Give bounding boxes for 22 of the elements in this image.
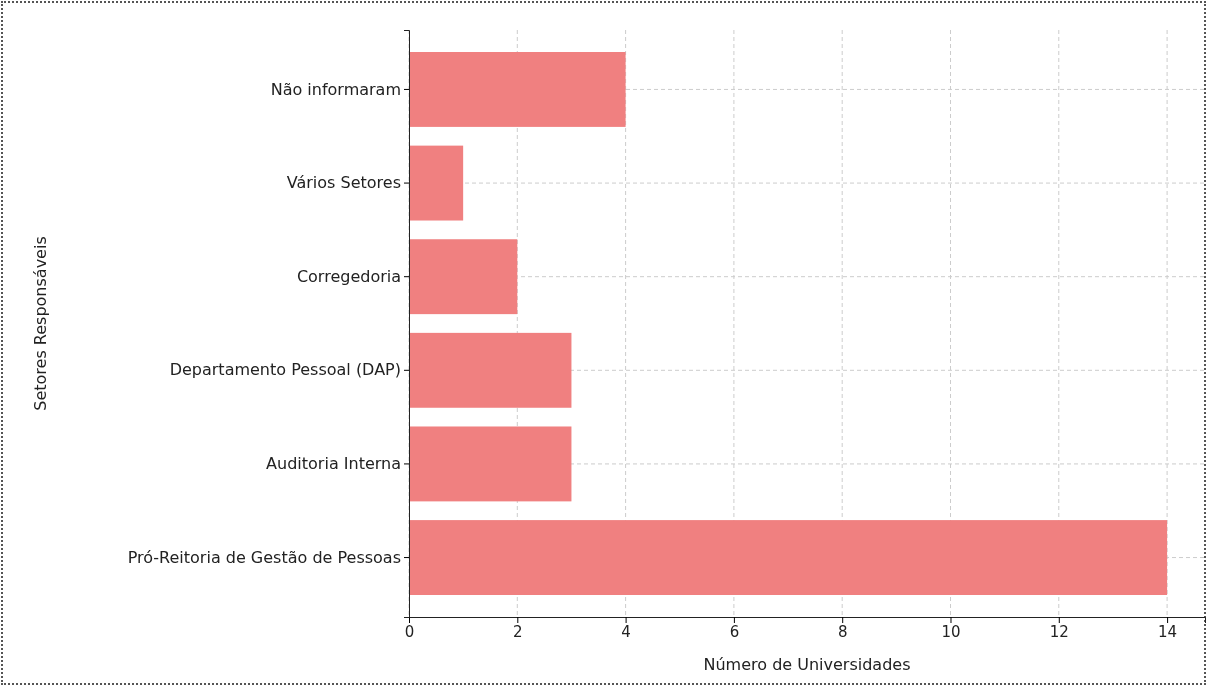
bar — [409, 145, 464, 221]
y-tick-label: Não informaram — [270, 79, 401, 99]
x-tick-label: 14 — [1158, 622, 1178, 641]
y-tick-label: Departamento Pessoal (DAP) — [169, 360, 401, 380]
bar — [409, 520, 1168, 595]
bar — [409, 239, 518, 315]
bar — [409, 332, 572, 408]
x-axis-title: Número de Universidades — [703, 655, 911, 674]
x-tick-label: 2 — [513, 622, 523, 641]
y-tick-label: Auditoria Interna — [266, 454, 401, 474]
x-tick-label: 8 — [837, 622, 848, 641]
x-tick-label: 12 — [1049, 622, 1069, 641]
x-tick-label: 0 — [404, 622, 415, 641]
y-tick-label: Vários Setores — [286, 173, 401, 193]
bar — [409, 426, 572, 502]
x-tick-label: 6 — [729, 622, 740, 641]
y-axis-title: Setores Responsáveis — [31, 236, 50, 411]
bar — [409, 52, 626, 127]
x-tick-label: 4 — [621, 622, 631, 641]
y-tick-label: Pró-Reitoria de Gestão de Pessoas — [127, 547, 401, 567]
x-tick-label: 10 — [941, 622, 961, 641]
y-tick-label: Corregedoria — [296, 266, 401, 286]
